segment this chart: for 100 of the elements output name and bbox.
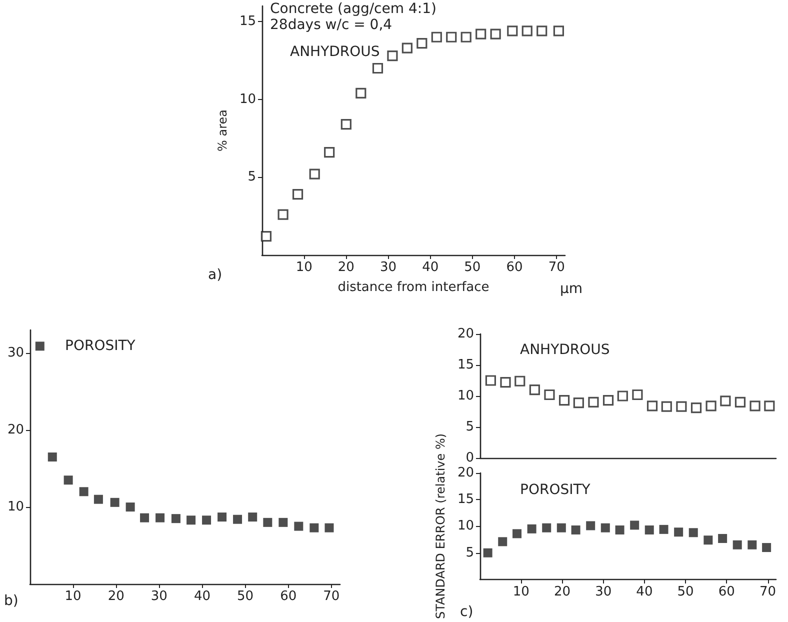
point	[460, 32, 472, 42]
point	[588, 396, 599, 408]
point	[632, 389, 643, 400]
x-tick-label: 40	[422, 260, 439, 275]
point	[248, 512, 258, 522]
point	[661, 401, 672, 412]
point	[263, 518, 272, 527]
point	[527, 524, 536, 534]
y-tick-label: 15	[457, 492, 474, 508]
x-tick-label: 50	[677, 584, 694, 600]
text: c)	[460, 604, 474, 620]
point	[573, 398, 584, 408]
point	[556, 523, 566, 532]
y-tick-label: 30	[7, 346, 24, 361]
annotation: Concrete (agg/cem 4:1)	[270, 1, 436, 17]
point	[431, 32, 442, 42]
point	[324, 146, 335, 158]
point	[553, 26, 564, 36]
point	[260, 231, 272, 242]
x-tick-label: 30	[150, 589, 168, 604]
text: POROSITY	[520, 482, 591, 498]
point	[507, 26, 518, 36]
x-tick-label: 60	[280, 589, 297, 604]
point	[617, 390, 628, 402]
point	[644, 525, 654, 534]
point	[310, 523, 319, 532]
point	[476, 28, 486, 40]
point	[690, 402, 702, 414]
point	[156, 513, 165, 522]
text: ANHYDROUS	[290, 44, 380, 60]
point	[764, 400, 775, 412]
x-tick-label: 10	[296, 260, 312, 275]
point	[498, 537, 508, 546]
x-axis-title: distance from interface	[338, 280, 490, 295]
point	[674, 528, 684, 537]
point	[126, 502, 135, 512]
point	[704, 536, 713, 545]
y-tick-label: 15	[457, 358, 474, 372]
point	[292, 189, 304, 200]
point	[586, 521, 596, 530]
point	[688, 528, 698, 538]
point	[485, 375, 496, 386]
y-tick-label: 10	[457, 518, 474, 534]
point	[500, 377, 511, 388]
point	[79, 487, 88, 496]
x-tick-label: 60	[718, 584, 735, 600]
point	[646, 400, 658, 412]
y-axis-title: STANDARD ERROR (relative %)	[434, 433, 448, 619]
point	[602, 395, 614, 406]
point	[676, 401, 687, 412]
y-tick-label: 5	[466, 545, 474, 560]
point	[218, 512, 227, 522]
text: POROSITY	[65, 338, 136, 354]
point	[309, 168, 320, 180]
x-tick-label: 70	[548, 260, 565, 275]
point	[600, 523, 610, 532]
x-tick-label: 70	[760, 584, 776, 600]
x-tick-label: 20	[108, 589, 124, 604]
y-tick-label: 20	[457, 466, 474, 480]
point	[514, 376, 526, 386]
point	[35, 342, 44, 351]
point	[544, 389, 555, 400]
point	[732, 540, 742, 550]
x-tick-label: 10	[64, 589, 82, 604]
point	[64, 476, 73, 485]
x-tick-label: 10	[512, 584, 530, 600]
point	[558, 395, 570, 406]
point	[356, 88, 366, 98]
text: ANHYDROUS	[520, 342, 610, 358]
x-tick-label: 20	[554, 584, 570, 600]
point	[483, 548, 492, 558]
x-tick-label: 40	[636, 584, 653, 600]
point	[762, 543, 772, 552]
y-tick-label: 15	[239, 14, 256, 30]
point	[734, 396, 746, 408]
y-tick-label: 10	[7, 500, 24, 515]
point	[171, 514, 180, 524]
point	[233, 514, 242, 524]
x-tick-label: 20	[338, 260, 354, 275]
text: μm	[560, 281, 583, 297]
y-tick-label: 10	[457, 388, 474, 404]
point	[571, 525, 580, 534]
y-tick-label: 5	[248, 170, 256, 185]
text: a)	[208, 267, 222, 283]
point	[94, 494, 103, 504]
point	[529, 384, 540, 396]
point	[542, 523, 552, 532]
x-tick-label: 50	[464, 260, 481, 275]
point	[278, 209, 288, 220]
point	[202, 516, 212, 525]
y-tick-label: 5	[466, 420, 474, 434]
point	[490, 28, 501, 40]
x-tick-label: 50	[237, 589, 254, 604]
y-tick-label: 20	[457, 326, 474, 342]
point	[110, 498, 120, 507]
point	[750, 400, 760, 412]
point	[48, 452, 57, 462]
x-tick-label: 30	[380, 260, 397, 275]
point	[186, 516, 196, 525]
x-tick-label: 30	[595, 584, 612, 600]
